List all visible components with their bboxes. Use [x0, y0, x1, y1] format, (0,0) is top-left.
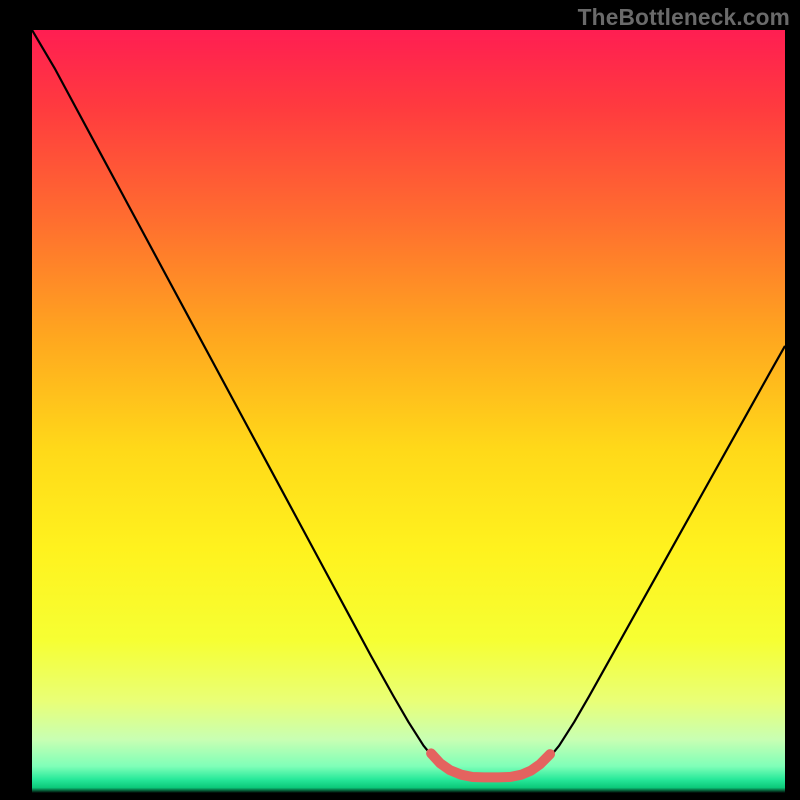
watermark-text: TheBottleneck.com: [578, 4, 790, 31]
plot-frame: [32, 30, 785, 793]
root: TheBottleneck.com: [0, 0, 800, 800]
gradient-background: [32, 30, 785, 793]
plot-svg: [32, 30, 785, 793]
